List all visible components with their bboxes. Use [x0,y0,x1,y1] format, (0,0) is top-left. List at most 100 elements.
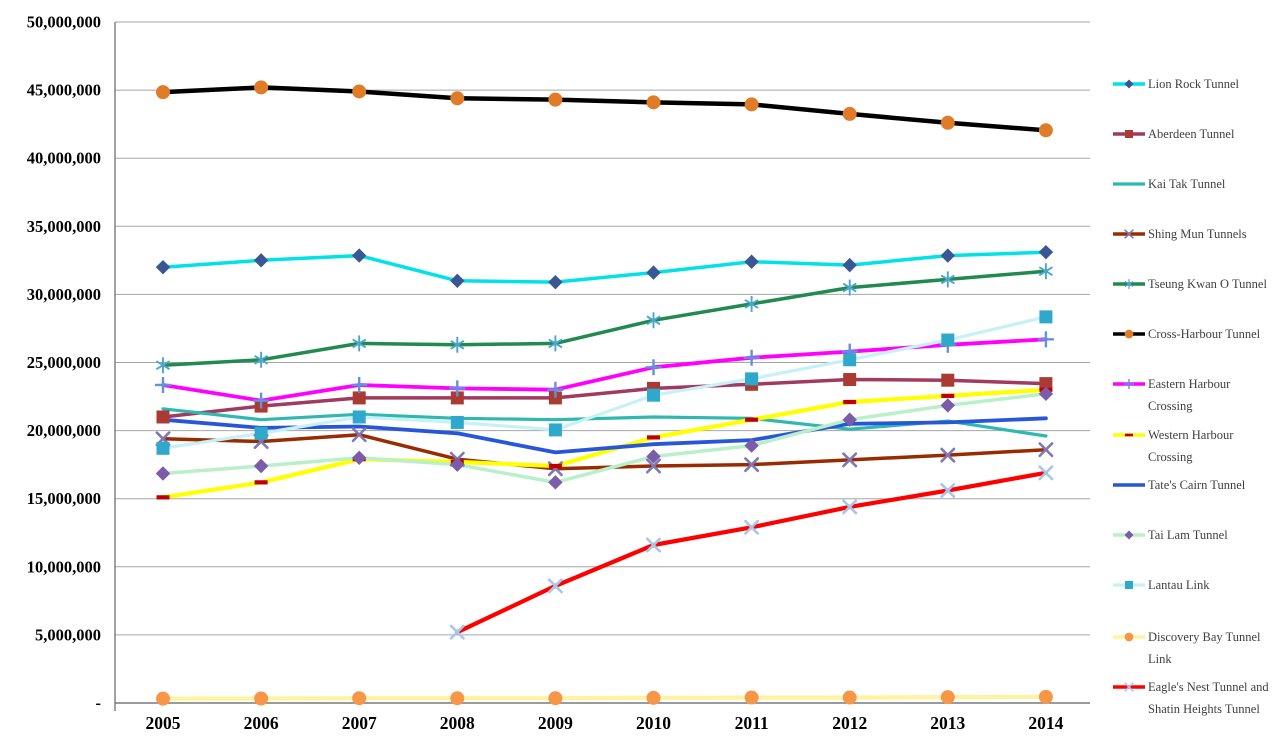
marker-western-harbour-crossing-2006 [254,480,268,485]
marker-eagles-nest-tunnel-and-shatin-heights-tunnel-2014 [1038,465,1054,481]
marker-eastern-harbour-crossing-2008 [449,380,466,397]
marker-tai-lam-tunnel-2009 [548,475,563,490]
series-line-tseung-kwan-o-tunnel [161,269,1048,367]
x-tick-label-2007: 2007 [342,713,377,733]
series-line-discovery-bay-tunnel-link [160,694,1048,701]
marker-tseung-kwan-o-tunnel-2012 [842,279,857,296]
legend-item-lion-rock-tunnel: Lion Rock Tunnel [1112,74,1276,96]
marker-discovery-bay-tunnel-link-2010 [646,690,661,705]
legend-label: Tseung Kwan O Tunnel [1148,277,1267,291]
marker-aberdeen-tunnel-2012 [843,373,857,387]
marker-tseung-kwan-o-tunnel-2011 [744,295,759,312]
y-tick-label: 10,000,000 [27,557,101,576]
marker-shing-mun-tunnels-2012 [842,452,858,468]
marker-eagles-nest-tunnel-and-shatin-heights-tunnel-2012 [842,499,858,515]
marker-lion-rock-tunnel-2005 [155,259,171,275]
legend-swatch-eagles-nest-tunnel-and-shatin-heights-tunnel-icon [1113,682,1145,692]
legend-label: Eastern Harbour Crossing [1148,377,1231,413]
marker-tseung-kwan-o-tunnel-2007 [352,335,367,352]
marker-discovery-bay-tunnel-link-2014 [1038,689,1053,704]
marker-shing-mun-tunnels-2011 [744,457,760,473]
marker-eagles-nest-tunnel-and-shatin-heights-tunnel-2013 [940,483,956,499]
legend-item-kai-tak-tunnel: Kai Tak Tunnel [1112,174,1276,196]
marker-tseung-kwan-o-tunnel-2005 [155,357,171,374]
marker-eastern-harbour-crossing-2005 [155,376,171,393]
x-tick-label-2008: 2008 [440,713,475,733]
series-line-lion-rock-tunnel [161,250,1048,284]
series-line-cross-harbour-tunnel [160,85,1049,133]
marker-western-harbour-crossing-2013 [941,393,955,398]
marker-discovery-bay-tunnel-link-2006 [254,691,269,706]
y-tick-label: 40,000,000 [27,149,101,168]
marker-eastern-harbour-crossing-2009 [547,381,564,398]
marker-tseung-kwan-o-tunnel-2013 [940,271,955,288]
chart-legend: Lion Rock Tunnel Aberdeen Tunnel Kai Tak T… [1112,0,1280,741]
marker-lion-rock-tunnel-2010 [646,265,661,280]
marker-lantau-link-2007 [352,410,366,424]
legend-marker-cross-harbour-tunnel [1124,329,1134,339]
legend-swatch-aberdeen-tunnel-icon [1113,129,1145,139]
legend-item-western-harbour-crossing: Western Harbour Crossing [1112,425,1276,469]
marker-western-harbour-crossing-2012 [843,399,857,405]
legend-item-tates-cairn-tunnel: Tate's Cairn Tunnel [1112,475,1276,497]
marker-cross-harbour-tunnel-2014 [1038,123,1053,138]
marker-lantau-link-2010 [647,388,660,402]
legend-item-cross-harbour-tunnel: Cross-Harbour Tunnel [1112,324,1276,346]
legend-swatch-kai-tak-tunnel-icon [1113,182,1145,186]
legend-label: Lantau Link [1148,578,1210,592]
marker-discovery-bay-tunnel-link-2012 [842,690,857,705]
marker-eagles-nest-tunnel-and-shatin-heights-tunnel-2008 [449,624,465,640]
plot-svg: 50,000,000 45,000,000 40,000,000 35,000,000… [27,13,1090,733]
y-tick-label: 15,000,000 [27,489,101,508]
marker-lion-rock-tunnel-2014 [1038,244,1054,260]
marker-discovery-bay-tunnel-link-2013 [940,690,955,705]
series-line-tai-lam-tunnel [161,392,1048,485]
legend-marker-discovery-bay-tunnel-link [1124,632,1134,642]
legend-label: Western Harbour Crossing [1148,428,1234,464]
legend-marker-lion-rock-tunnel [1124,79,1134,89]
legend-item-tai-lam-tunnel: Tai Lam Tunnel [1112,525,1276,547]
marker-lion-rock-tunnel-2013 [940,248,955,263]
marker-discovery-bay-tunnel-link-2008 [450,691,465,706]
marker-lion-rock-tunnel-2009 [548,274,563,290]
legend-item-discovery-bay-tunnel-link: Discovery Bay Tunnel Link [1112,627,1276,671]
marker-eastern-harbour-crossing-2006 [253,392,270,409]
legend-swatch-western-harbour-crossing-icon [1113,433,1145,437]
marker-tai-lam-tunnel-2011 [744,438,759,453]
marker-lantau-link-2011 [745,372,759,386]
series-line-aberdeen-tunnel [161,377,1048,419]
marker-eagles-nest-tunnel-and-shatin-heights-tunnel-2011 [744,519,760,535]
y-tick-label: 50,000,000 [27,13,101,32]
marker-eastern-harbour-crossing-2011 [743,349,760,366]
legend-item-aberdeen-tunnel: Aberdeen Tunnel [1112,124,1276,146]
marker-tai-lam-tunnel-2014 [1038,386,1054,402]
legend-marker-western-harbour-crossing [1124,433,1134,437]
marker-discovery-bay-tunnel-link-2011 [744,690,759,705]
series-line-tates-cairn-tunnel [161,416,1048,455]
y-tick-label: 20,000,000 [27,421,101,440]
marker-lion-rock-tunnel-2011 [744,254,759,269]
legend-swatch-tates-cairn-tunnel-icon [1113,483,1145,487]
legend-swatch-discovery-bay-tunnel-link-icon [1113,632,1145,642]
series-line-eastern-harbour-crossing [161,337,1048,403]
marker-lantau-link-2014 [1039,310,1053,324]
legend-swatch-tseung-kwan-o-tunnel-icon [1113,279,1145,289]
marker-shing-mun-tunnels-2014 [1038,442,1054,458]
x-tick-label-2005: 2005 [146,713,181,733]
legend-label: Discovery Bay Tunnel Link [1148,630,1261,666]
marker-cross-harbour-tunnel-2006 [254,80,269,95]
legend-item-shing-mun-tunnels: Shing Mun Tunnels [1112,224,1276,246]
marker-western-harbour-crossing-2005 [156,495,170,500]
marker-aberdeen-tunnel-2005 [156,410,170,424]
legend-marker-eagles-nest-tunnel-and-shatin-heights-tunnel [1124,682,1134,692]
marker-cross-harbour-tunnel-2010 [646,95,661,110]
marker-lion-rock-tunnel-2007 [352,248,367,263]
marker-eastern-harbour-crossing-2014 [1037,331,1054,348]
marker-shing-mun-tunnels-2013 [940,447,956,463]
x-tick-label-2010: 2010 [636,713,671,733]
marker-lantau-link-2012 [843,353,857,367]
marker-cross-harbour-tunnel-2013 [940,115,955,130]
legend-label: Tai Lam Tunnel [1148,528,1228,542]
marker-western-harbour-crossing-2009 [548,463,562,469]
marker-lantau-link-2008 [450,415,464,429]
